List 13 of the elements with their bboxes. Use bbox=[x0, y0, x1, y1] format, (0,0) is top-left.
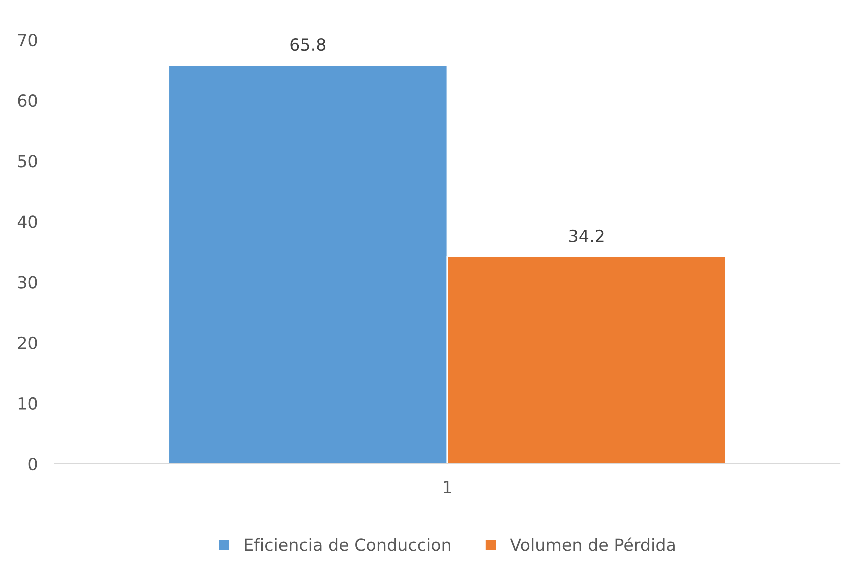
data-label: 34.2 bbox=[570, 230, 604, 243]
legend-label: Eficiencia de Conduccion bbox=[245, 538, 450, 552]
y-tick-label: 50 bbox=[18, 155, 38, 168]
y-tick-label: 70 bbox=[18, 34, 38, 47]
y-tick-label: 40 bbox=[18, 216, 38, 228]
y-tick-label: 0 bbox=[28, 458, 38, 471]
data-label: 65.8 bbox=[290, 38, 326, 52]
y-tick-label: 10 bbox=[18, 397, 38, 410]
y-tick-label: 20 bbox=[18, 336, 38, 350]
legend-label: Volumen de Pérdida bbox=[510, 538, 675, 552]
x-tick-label: 1 bbox=[444, 481, 452, 494]
y-tick-label: 30 bbox=[18, 276, 38, 289]
y-tick-label: 60 bbox=[18, 94, 38, 108]
